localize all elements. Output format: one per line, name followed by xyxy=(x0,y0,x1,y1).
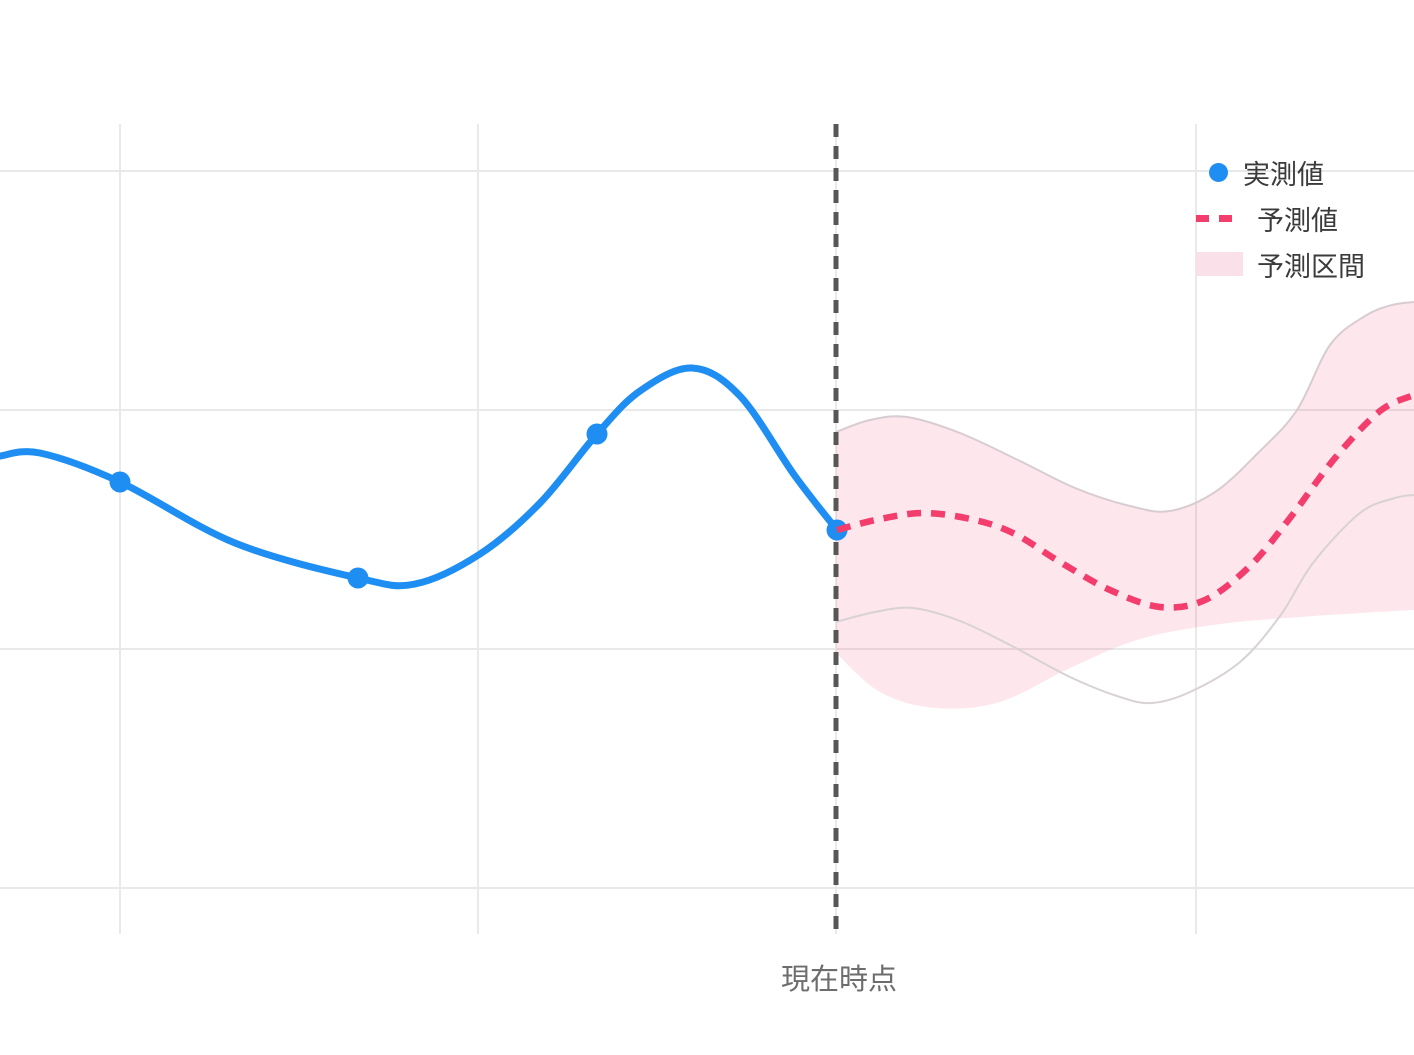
actual-data-point xyxy=(109,471,131,493)
interval-band-marker-icon xyxy=(1196,252,1243,276)
gray-reference-path xyxy=(835,494,1414,705)
actual-data-point xyxy=(347,567,369,589)
actual-data-point xyxy=(586,423,608,445)
current-time-label: 現在時点 xyxy=(780,964,898,996)
forecast-dash-marker-icon xyxy=(1196,214,1232,222)
legend-item-interval: 予測区間 xyxy=(1196,242,1365,286)
forecast-series xyxy=(836,391,1414,611)
actual-dot-marker-icon xyxy=(1209,162,1228,182)
prediction-band xyxy=(835,301,1414,709)
legend-item-actual: 実測値 xyxy=(1196,150,1365,194)
legend-label-actual: 実測値 xyxy=(1243,159,1324,190)
legend: 実測値 予測値 予測区間 xyxy=(1196,150,1365,288)
prediction-band-upper-edge xyxy=(835,301,1414,513)
actual-series xyxy=(0,364,848,590)
actual-line-path xyxy=(0,364,841,590)
forecast-line-path xyxy=(836,391,1414,611)
legend-label-forecast: 予測値 xyxy=(1257,205,1338,236)
legend-label-interval: 予測区間 xyxy=(1257,251,1365,282)
legend-item-forecast: 予測値 xyxy=(1196,196,1365,240)
gray-reference-line xyxy=(835,494,1414,705)
